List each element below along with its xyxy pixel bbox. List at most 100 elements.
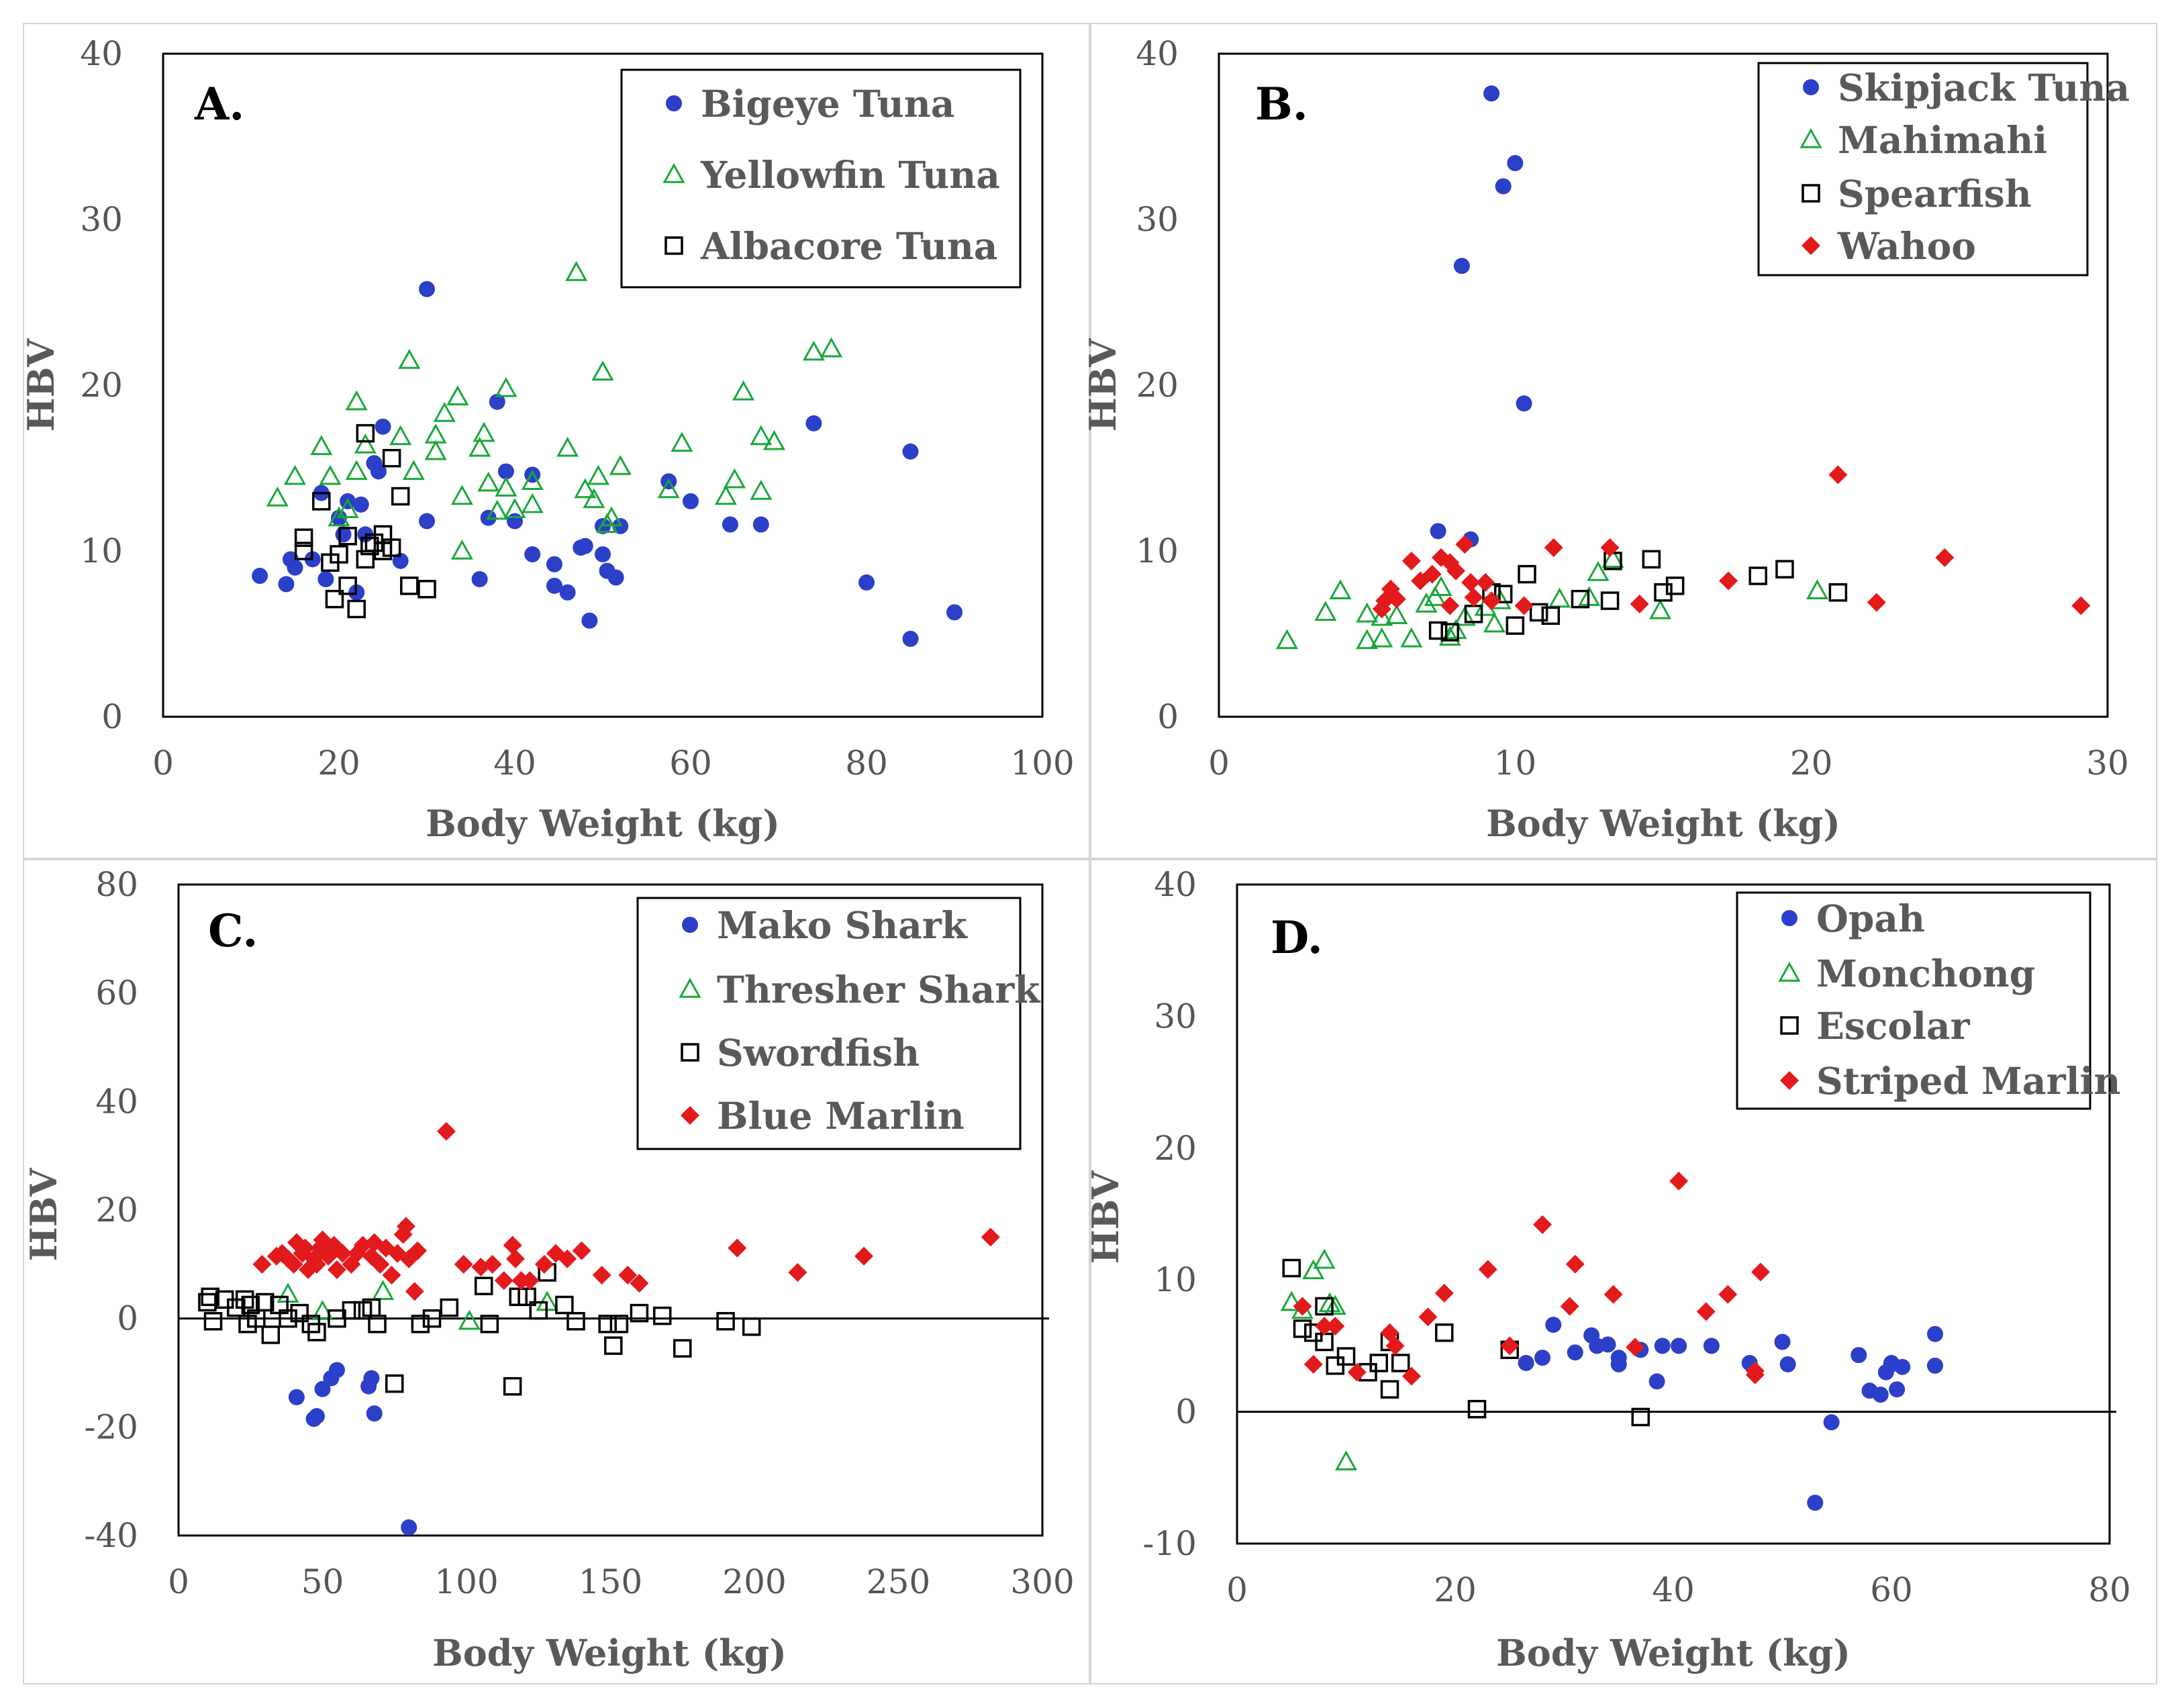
panel-b-legend-label-skipjack-tuna: Skipjack Tuna (1838, 66, 2130, 109)
panel-c-swordfish-point (529, 1301, 548, 1320)
panel-d-striped-marlin-point (1347, 1362, 1367, 1382)
panel-b-plot-frame (1218, 52, 2109, 718)
panel-a-bigeye-tuna-point (375, 418, 391, 435)
panel-c-swordfish-point (342, 1301, 361, 1320)
panel-c-y-tick-label: 0 (117, 1299, 138, 1338)
panel-c-blue-marlin-point (333, 1244, 352, 1263)
panel-d-y-tick-label: -10 (1142, 1524, 1197, 1563)
panel-d-striped-marlin-point (1626, 1338, 1645, 1357)
panel-a-yellowfin-tuna-point (495, 376, 517, 397)
panel-a-bigeye-tuna-point (524, 546, 541, 562)
panel-b-mahimahi-point (1483, 612, 1506, 633)
panel-a-yellowfin-tuna-point (591, 360, 614, 381)
panel-a-bigeye-tuna-point (752, 516, 769, 533)
panel-d-y-tick-label: 20 (1154, 1129, 1197, 1168)
panel-d-striped-marlin-point (1565, 1254, 1585, 1274)
panel-c-mako-shark-point (314, 1380, 331, 1397)
panel-a-bigeye-tuna-point (419, 513, 435, 530)
panel-d-x-tick-label: 80 (2088, 1570, 2131, 1609)
panel-a-bigeye-tuna-point (252, 568, 268, 585)
panel-b-spearfish-point (1529, 603, 1548, 622)
panel-a-bigeye-tuna-point (278, 576, 295, 593)
panel-b-y-tick-label: 30 (1136, 200, 1179, 239)
panel-d-monchong-point (1334, 1450, 1358, 1470)
panel-a-bigeye-tuna-point (902, 630, 919, 647)
panel-a-x-tick-label: 100 (1010, 744, 1074, 783)
panel-a-legend-marker-bigeye-tuna (666, 95, 682, 111)
panel-c-swordfish-point (307, 1323, 326, 1342)
panel-d-opah-point (1927, 1357, 1943, 1374)
panel-a-bigeye-tuna-point (805, 415, 822, 432)
panel-a-yellowfin-tuna-point (446, 385, 469, 405)
panel-b-spearfish-point (1571, 589, 1590, 609)
panel-a-x-axis-label: Body Weight (kg) (426, 802, 780, 845)
panel-d-opah-point (1807, 1495, 1824, 1511)
panel-c-blue-marlin-point (503, 1236, 522, 1255)
panel-b-wahoo-point (1461, 572, 1481, 592)
panel-c-swordfish-point (742, 1317, 761, 1336)
panel-a-yellowfin-tuna-point (556, 436, 579, 457)
panel-c-swordfish-point (652, 1306, 672, 1325)
panel-b-mahimahi-point (1371, 605, 1393, 626)
panel-d-escolar-point (1391, 1354, 1410, 1372)
panel-c-blue-marlin-point (505, 1249, 525, 1268)
panel-d-escolar-point (1336, 1347, 1356, 1366)
panel-c-frame (23, 859, 1090, 1685)
panel-d-escolar-point (1380, 1380, 1399, 1399)
panel-d-opah-point (1610, 1350, 1627, 1366)
panel-a-yellowfin-tuna-point (574, 478, 597, 499)
panel-d-opah-point (1851, 1347, 1867, 1364)
panel-c-x-tick-label: 50 (301, 1562, 344, 1601)
panel-d-opah-point (1927, 1325, 1943, 1342)
panel-d-escolar-point (1467, 1399, 1487, 1419)
panel-a-x-tick-label: 0 (152, 744, 174, 783)
panel-c-blue-marlin-point (618, 1266, 638, 1285)
panel-b-spearfish-point (1600, 591, 1620, 610)
panel-d-monchong-point (1313, 1248, 1336, 1269)
panel-a-yellowfin-tuna-point (495, 476, 517, 497)
panel-d-striped-marlin-point (1560, 1297, 1579, 1316)
panel-a-y-tick-label: 0 (101, 697, 123, 736)
panel-a-yellowfin-tuna-point (732, 380, 755, 401)
panel-a-albacore-tuna-point (338, 527, 357, 546)
panel-b-skipjack-tuna-point (1507, 155, 1524, 172)
panel-d-legend-label-opah: Opah (1816, 897, 1925, 940)
panel-b-y-tick-label: 40 (1136, 34, 1179, 73)
panel-c-blue-marlin-point (396, 1217, 415, 1236)
panel-a-bigeye-tuna-point (546, 556, 562, 572)
panel-c-mako-shark-point (401, 1519, 417, 1536)
panel-b-spearfish-point (1828, 583, 1848, 602)
panel-a-bigeye-tuna-point (577, 538, 593, 554)
panel-a-bigeye-tuna-point (317, 570, 334, 587)
panel-d-striped-marlin-point (1669, 1171, 1689, 1191)
panel-d-striped-marlin-point (1293, 1297, 1312, 1316)
panel-c-swordfish-point (411, 1315, 430, 1334)
panel-a-yellowfin-tuna-point (750, 479, 773, 500)
panel-d-striped-marlin-point (1696, 1302, 1716, 1321)
panel-c-y-tick-label: 80 (95, 865, 138, 904)
panel-b-y-axis-label: HBV (1081, 338, 1124, 432)
panel-d-opah-point (1671, 1338, 1687, 1354)
panel-c-mako-shark-point (366, 1405, 383, 1422)
panel-d-escolar-point (1282, 1258, 1301, 1278)
panel-a-bigeye-tuna-point (546, 577, 562, 594)
panel-a-bigeye-tuna-point (946, 604, 963, 621)
panel-a-y-tick-label: 10 (80, 532, 123, 570)
panel-a-y-tick-label: 30 (80, 200, 123, 239)
panel-c-swordfish-point (241, 1295, 260, 1315)
panel-a-albacore-tuna-point (391, 487, 410, 506)
panel-c-legend-marker-swordfish (681, 1043, 699, 1062)
panel-c-legend-marker-blue-marlin (681, 1106, 699, 1125)
panel-c-swordfish-point (604, 1336, 623, 1355)
panel-b-mahimahi-point (1415, 592, 1438, 613)
panel-b-mahimahi-point (1444, 619, 1467, 640)
panel-b-spearfish-point (1775, 560, 1794, 579)
panel-d-escolar-point (1435, 1323, 1454, 1342)
panel-c-swordfish-point (566, 1311, 585, 1331)
panel-c-swordfish-point (609, 1315, 629, 1334)
panel-a-bigeye-tuna-point (471, 570, 488, 587)
panel-b-wahoo-point (1401, 551, 1421, 570)
panel-a-yellowfin-tuna-point (450, 539, 473, 560)
panel-c-blue-marlin-point (854, 1246, 874, 1266)
panel-c-swordfish-point (385, 1374, 404, 1393)
